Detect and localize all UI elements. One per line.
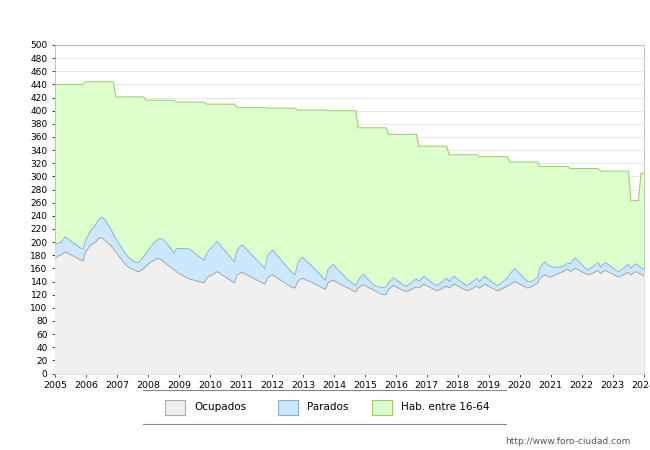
Text: FORO-CIUDAD.COM: FORO-CIUDAD.COM (183, 195, 515, 224)
Bar (372, 400, 393, 415)
FancyBboxPatch shape (139, 390, 511, 424)
Bar (278, 400, 298, 415)
Text: Hab. entre 16-64: Hab. entre 16-64 (402, 402, 490, 412)
Bar (165, 400, 185, 415)
Text: Parados: Parados (307, 402, 348, 412)
Text: Ocupados: Ocupados (194, 402, 246, 412)
Text: Bot - Evolucion de la poblacion en edad de Trabajar Mayo de 2024: Bot - Evolucion de la poblacion en edad … (77, 14, 573, 27)
Text: http://www.foro-ciudad.com: http://www.foro-ciudad.com (505, 436, 630, 446)
